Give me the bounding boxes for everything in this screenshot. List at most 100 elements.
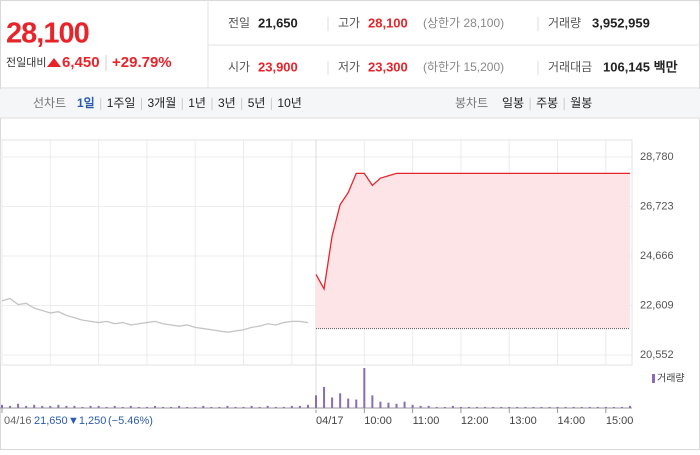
volume-bar (266, 405, 269, 408)
volume-bar (323, 386, 326, 408)
volume-bar (202, 405, 205, 408)
volume-bar (572, 406, 575, 408)
volume-bar (588, 406, 591, 408)
volume-bar (73, 405, 76, 408)
volume-bar (524, 406, 527, 408)
volume-bar (395, 403, 398, 408)
volume-bar (137, 406, 140, 408)
volume-bar (540, 406, 543, 408)
volume-bar (210, 406, 213, 408)
y-tick-label: 28,780 (640, 151, 674, 163)
tab[interactable]: 10년 (277, 96, 301, 110)
volume-bar (620, 406, 623, 408)
stat-value: 3,952,959 (592, 15, 650, 30)
volume-bar (178, 405, 181, 408)
volume-bar (564, 406, 567, 408)
change: 6,450 (62, 54, 100, 71)
volume-bar (427, 405, 430, 408)
stat-value: 21,650 (258, 15, 298, 30)
tab-group-label: 선차트 (33, 96, 66, 110)
volume-bar (604, 406, 607, 408)
tab[interactable]: 일봉 (502, 96, 524, 110)
volume-bar (290, 405, 293, 408)
volume-bar (81, 406, 84, 408)
volume-bar (1, 404, 3, 408)
volume-bar (274, 406, 277, 408)
prev-date: 04/16 (4, 415, 32, 427)
x-tick-label: 12:00 (461, 415, 489, 427)
volume-bar (282, 406, 285, 408)
volume-bar (629, 405, 631, 408)
x-tick-label: 14:00 (558, 415, 586, 427)
volume-bar (596, 406, 599, 408)
volume-bar (556, 406, 559, 408)
prev-rate: (−5.46%) (108, 415, 153, 427)
stat-label: 거래량 (548, 16, 581, 30)
volume-bar (419, 405, 422, 408)
volume-bar (516, 406, 519, 408)
tab[interactable]: 1년 (188, 96, 206, 110)
tabs: 1일 1주일 3개월 1년 3년 5년 10년 일봉 주봉 월봉 (77, 96, 592, 110)
price: 28,100 (6, 18, 89, 50)
x-tick-label: 10:00 (364, 415, 392, 427)
volume-bar (339, 393, 342, 408)
line (315, 172, 630, 291)
x-tick-label: 11:00 (413, 415, 440, 427)
volume-bar (226, 405, 229, 408)
tab[interactable]: 1주일 (107, 96, 136, 110)
tab-bar (0, 89, 700, 118)
volume-bar (129, 405, 132, 408)
tab[interactable]: 3년 (218, 96, 236, 110)
volume-bar (170, 406, 173, 408)
stat-label: 거래대금 (548, 60, 592, 74)
x-tick-label: 15:00 (606, 415, 634, 427)
volume-bar (548, 406, 551, 408)
volume-bar (467, 406, 470, 408)
volume-bar (355, 399, 358, 408)
stat-note: (하한가 15,200) (423, 60, 504, 74)
volume-bar (194, 406, 197, 408)
stat-value: 23,900 (258, 59, 298, 74)
tab[interactable]: 주봉 (536, 96, 558, 110)
stat-label: 고가 (338, 16, 360, 30)
tab[interactable]: 3개월 (147, 96, 176, 110)
volume-bar (145, 406, 148, 408)
volume-bar (218, 406, 221, 408)
tab[interactable]: 5년 (248, 96, 266, 110)
up-arrow (47, 58, 61, 67)
tab[interactable]: 월봉 (570, 96, 592, 110)
volume-bar (411, 404, 414, 408)
volume-bar (500, 406, 503, 408)
change-label: 전일대비 (6, 55, 46, 69)
volume-bar (476, 406, 479, 408)
volume-bar (306, 404, 309, 408)
volume-bar (65, 405, 68, 408)
volume-bar (459, 406, 462, 408)
volume-bar (41, 405, 44, 408)
y-tick-label: 26,723 (640, 200, 674, 212)
volume-bar (435, 406, 438, 408)
stat-value: 23,300 (368, 59, 408, 74)
y-tick-label: 24,666 (640, 250, 674, 262)
tab[interactable]: 1일 (77, 96, 95, 110)
volume-bar (403, 401, 406, 408)
volume-bar (162, 406, 165, 408)
volume-bar (250, 405, 253, 408)
volume-bar (234, 406, 237, 408)
volume-bar (9, 405, 12, 408)
stat-value: 106,145 백만 (603, 59, 678, 74)
volume-bar (451, 405, 454, 408)
legend-swatch (652, 374, 655, 383)
volume-bar (387, 402, 390, 408)
prev-change: ▼1,250 (68, 415, 106, 427)
volume-bar (363, 368, 366, 408)
stat-value: 28,100 (368, 15, 408, 30)
volume-bar (113, 405, 116, 408)
volume-bar (186, 406, 189, 408)
volume-bar (508, 406, 511, 408)
volume-bar (612, 406, 615, 408)
volume-bar (97, 405, 100, 408)
stat-label: 시가 (228, 60, 250, 74)
volume-bar (258, 406, 261, 408)
